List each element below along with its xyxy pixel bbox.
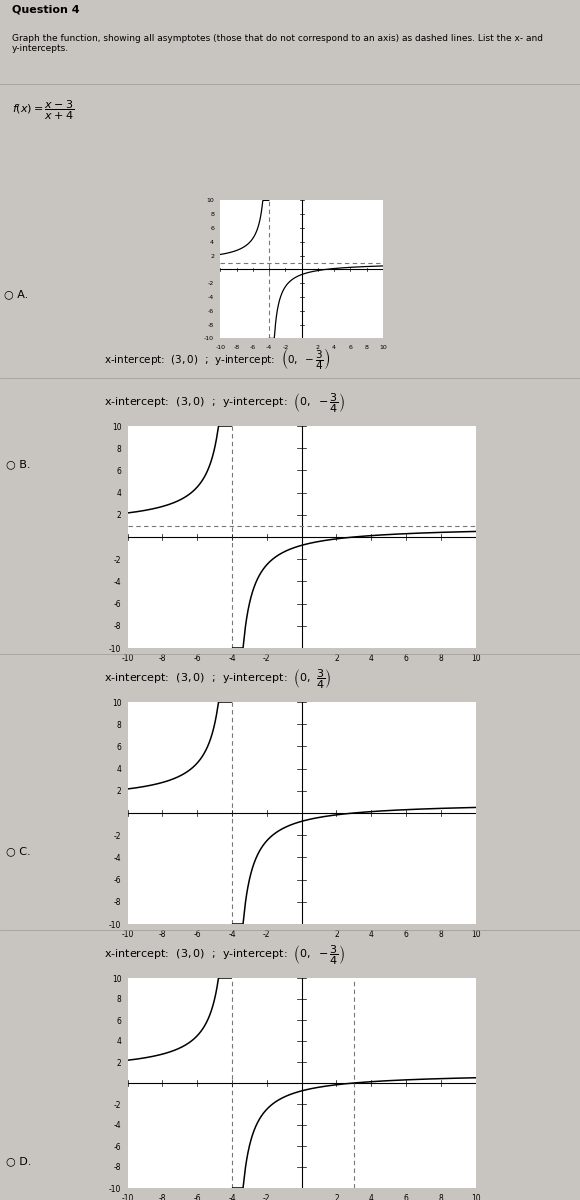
Text: Graph the function, showing all asymptotes (those that do not correspond to an a: Graph the function, showing all asymptot…: [12, 34, 543, 53]
Text: x-intercept:  $(3, 0)$  ;  y-intercept:  $\left(0,\ -\dfrac{3}{4}\right)$: x-intercept: $(3, 0)$ ; y-intercept: $\l…: [104, 391, 345, 415]
Text: ○ A.: ○ A.: [5, 289, 28, 299]
Text: x-intercept:  $(3, 0)$  ;  y-intercept:  $\left(0,\ -\dfrac{3}{4}\right)$: x-intercept: $(3, 0)$ ; y-intercept: $\l…: [104, 346, 331, 372]
Text: x-intercept:  $(3, 0)$  ;  y-intercept:  $\left(0,\ \dfrac{3}{4}\right)$: x-intercept: $(3, 0)$ ; y-intercept: $\l…: [104, 667, 332, 691]
Text: ○ B.: ○ B.: [6, 460, 31, 469]
Text: $f(x)=\dfrac{x-3}{x+4}$: $f(x)=\dfrac{x-3}{x+4}$: [12, 98, 74, 122]
Text: Question 4: Question 4: [12, 4, 79, 14]
Text: ○ D.: ○ D.: [6, 1157, 32, 1166]
Text: ○ C.: ○ C.: [6, 846, 31, 857]
Text: x-intercept:  $(3, 0)$  ;  y-intercept:  $\left(0,\ -\dfrac{3}{4}\right)$: x-intercept: $(3, 0)$ ; y-intercept: $\l…: [104, 943, 345, 967]
